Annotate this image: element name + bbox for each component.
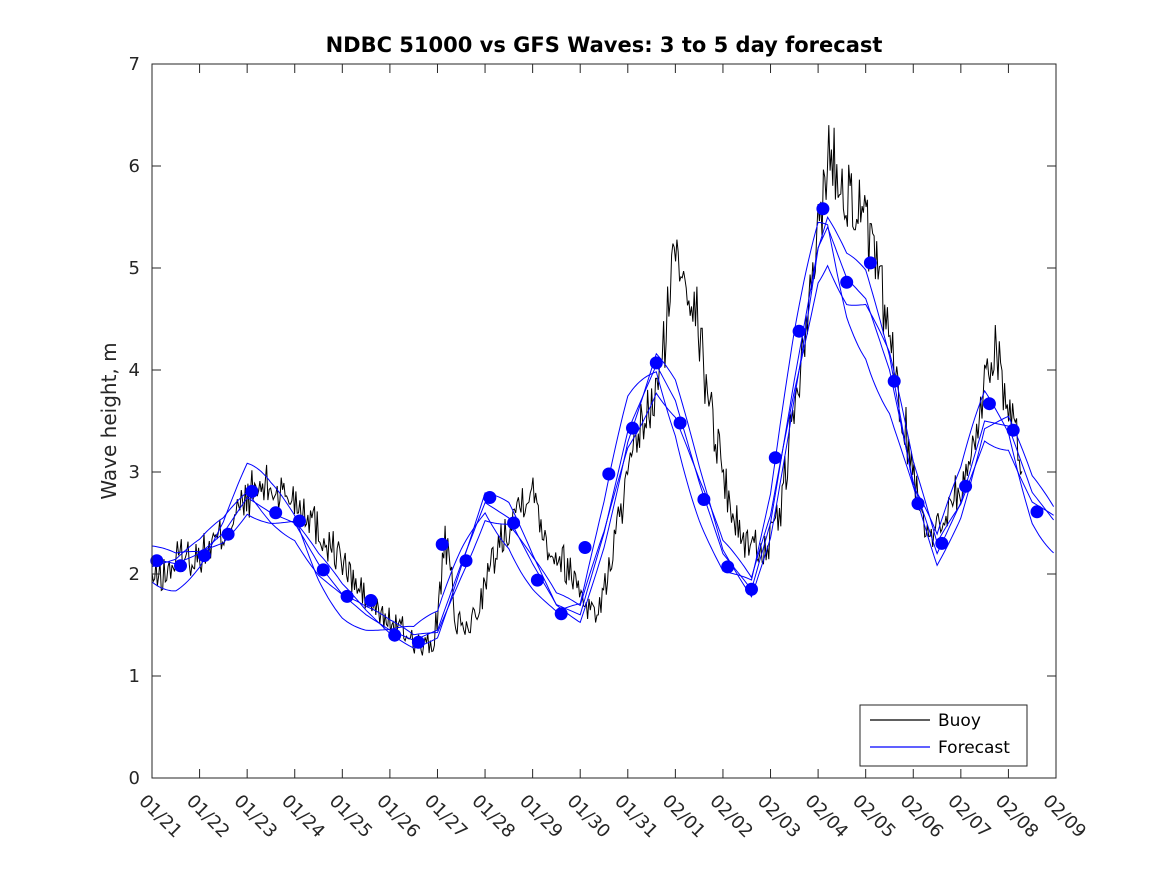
forecast-marker xyxy=(721,560,735,574)
forecast-marker xyxy=(245,484,259,498)
forecast-marker xyxy=(935,536,949,550)
y-tick-label: 5 xyxy=(129,258,140,279)
y-tick-label: 4 xyxy=(129,360,140,381)
buoy-series-line xyxy=(151,125,1023,656)
forecast-marker xyxy=(293,514,306,528)
forecast-marker xyxy=(340,589,354,603)
legend-box xyxy=(859,704,1028,767)
forecast-marker xyxy=(530,573,544,587)
legend: Buoy Forecast xyxy=(859,704,1028,767)
forecast-marker xyxy=(459,554,473,568)
y-tick-label: 2 xyxy=(129,564,140,585)
series-layer xyxy=(151,125,1055,656)
forecast-marker xyxy=(697,493,711,506)
y-tick-label: 0 xyxy=(129,768,140,789)
forecast-marker xyxy=(364,594,378,607)
y-tick-label: 6 xyxy=(129,156,140,177)
forecast-marker xyxy=(435,537,449,551)
legend-label-forecast: Forecast xyxy=(938,738,1010,758)
forecast-marker xyxy=(863,256,877,270)
forecast-marker xyxy=(388,628,402,642)
forecast-marker xyxy=(221,527,235,541)
y-tick-label: 7 xyxy=(129,54,140,75)
forecast-run-line-2 xyxy=(151,215,1055,649)
forecast-marker xyxy=(1006,423,1020,437)
forecast-run-line-4 xyxy=(151,221,1054,631)
legend-label-buoy: Buoy xyxy=(938,711,981,731)
forecast-marker xyxy=(982,397,996,411)
chart-title: NDBC 51000 vs GFS Waves: 3 to 5 day fore… xyxy=(326,33,883,57)
plot-frame xyxy=(151,63,1057,779)
forecast-marker xyxy=(1030,505,1044,519)
forecast-marker xyxy=(673,416,687,430)
forecast-marker xyxy=(150,554,164,568)
y-tick-label: 3 xyxy=(129,462,140,483)
forecast-marker xyxy=(578,541,592,554)
forecast-marker xyxy=(911,497,925,511)
forecast-marker xyxy=(197,549,211,563)
forecast-marker xyxy=(554,607,568,621)
marker-layer xyxy=(150,202,1044,649)
forecast-marker xyxy=(626,421,639,435)
forecast-marker xyxy=(411,635,425,649)
forecast-marker xyxy=(602,467,616,481)
forecast-marker xyxy=(269,506,283,520)
forecast-marker xyxy=(745,582,758,596)
forecast-marker xyxy=(816,202,830,216)
y-axis-label: Wave height, m xyxy=(97,342,121,499)
y-tick-label: 1 xyxy=(129,666,140,687)
forecast-marker xyxy=(507,516,521,530)
plot-area xyxy=(152,64,1056,778)
forecast-marker xyxy=(649,356,663,370)
forecast-marker xyxy=(887,374,901,388)
forecast-marker xyxy=(959,479,973,493)
forecast-marker xyxy=(483,491,497,504)
forecast-marker xyxy=(174,559,187,573)
forecast-marker xyxy=(768,451,782,465)
forecast-marker xyxy=(316,563,330,577)
forecast-marker xyxy=(792,324,806,338)
forecast-marker xyxy=(840,275,854,289)
forecast-run-line-3 xyxy=(151,264,1054,636)
